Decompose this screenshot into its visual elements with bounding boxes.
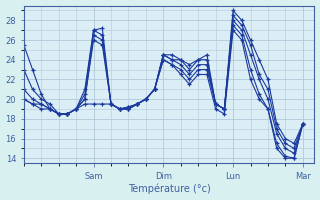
X-axis label: Température (°c): Température (°c) (128, 184, 211, 194)
